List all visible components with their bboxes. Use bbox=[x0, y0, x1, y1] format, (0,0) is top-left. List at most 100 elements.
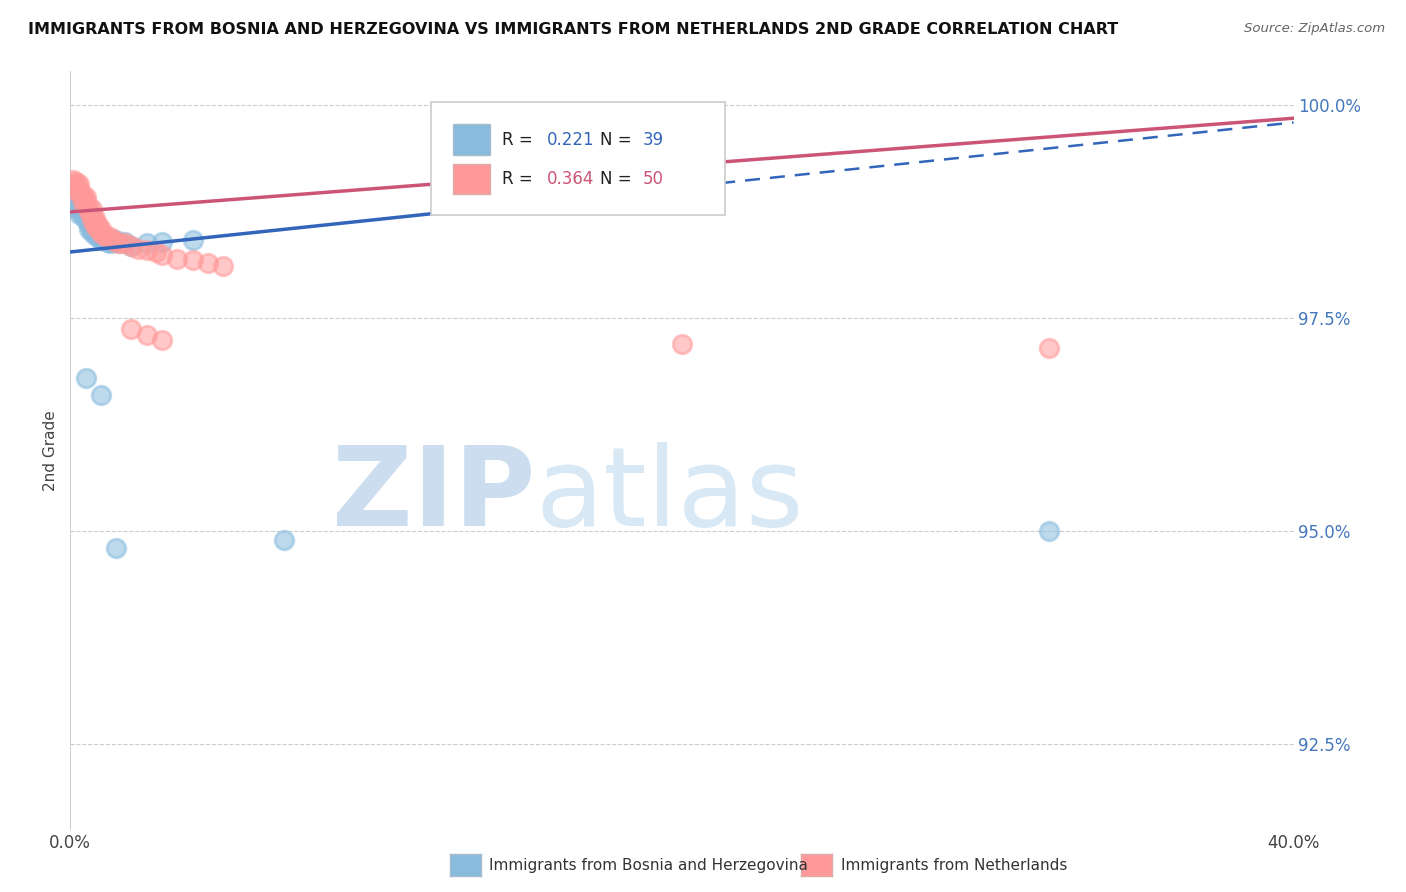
Point bbox=[83, 227, 105, 242]
FancyBboxPatch shape bbox=[453, 125, 489, 155]
Point bbox=[87, 226, 110, 240]
Point bbox=[108, 236, 131, 251]
Point bbox=[93, 227, 115, 242]
Point bbox=[212, 259, 235, 273]
Point bbox=[80, 209, 103, 223]
Text: 50: 50 bbox=[643, 170, 664, 188]
Text: N =: N = bbox=[600, 170, 637, 188]
Point bbox=[101, 235, 124, 249]
Point bbox=[83, 216, 105, 230]
Text: N =: N = bbox=[600, 130, 637, 149]
Point bbox=[166, 252, 188, 266]
Point bbox=[80, 219, 103, 234]
Point bbox=[83, 219, 105, 234]
Point bbox=[90, 226, 112, 240]
Point bbox=[69, 199, 91, 213]
Point bbox=[75, 190, 97, 204]
FancyBboxPatch shape bbox=[453, 164, 489, 194]
Text: R =: R = bbox=[502, 170, 538, 188]
Point bbox=[114, 236, 136, 251]
Point bbox=[80, 202, 103, 217]
Point bbox=[75, 194, 97, 208]
Point bbox=[72, 205, 94, 219]
Text: R =: R = bbox=[502, 130, 538, 149]
Point bbox=[72, 187, 94, 202]
Point bbox=[98, 230, 121, 244]
Point bbox=[87, 218, 110, 232]
Point bbox=[75, 199, 97, 213]
Point bbox=[69, 202, 91, 217]
Point bbox=[135, 328, 157, 343]
Text: Immigrants from Bosnia and Herzegovina: Immigrants from Bosnia and Herzegovina bbox=[489, 858, 808, 872]
Point bbox=[80, 213, 103, 227]
Point bbox=[62, 173, 84, 187]
Text: IMMIGRANTS FROM BOSNIA AND HERZEGOVINA VS IMMIGRANTS FROM NETHERLANDS 2ND GRADE : IMMIGRANTS FROM BOSNIA AND HERZEGOVINA V… bbox=[28, 22, 1118, 37]
Point bbox=[75, 213, 97, 227]
Point bbox=[114, 235, 136, 249]
Point bbox=[145, 244, 167, 259]
Point bbox=[77, 201, 100, 215]
Point bbox=[127, 242, 149, 256]
Point bbox=[72, 209, 94, 223]
Point bbox=[93, 227, 115, 242]
Text: Source: ZipAtlas.com: Source: ZipAtlas.com bbox=[1244, 22, 1385, 36]
Text: 0.364: 0.364 bbox=[547, 170, 595, 188]
Point bbox=[62, 192, 84, 206]
Point bbox=[98, 236, 121, 251]
Text: Immigrants from Netherlands: Immigrants from Netherlands bbox=[841, 858, 1067, 872]
Y-axis label: 2nd Grade: 2nd Grade bbox=[44, 410, 59, 491]
Point bbox=[65, 175, 87, 189]
Point bbox=[121, 321, 143, 335]
Point bbox=[80, 225, 103, 239]
Point bbox=[150, 247, 173, 261]
Point bbox=[96, 230, 118, 244]
Point bbox=[69, 177, 91, 191]
Point bbox=[121, 239, 143, 253]
Point bbox=[101, 233, 124, 247]
Text: atlas: atlas bbox=[536, 442, 804, 549]
Point bbox=[1038, 524, 1060, 539]
Point bbox=[83, 222, 105, 236]
Point bbox=[1038, 341, 1060, 355]
Point bbox=[75, 209, 97, 223]
Point bbox=[77, 211, 100, 225]
Point bbox=[671, 337, 693, 351]
Text: 0.221: 0.221 bbox=[547, 130, 595, 149]
Point bbox=[181, 253, 204, 268]
Text: ZIP: ZIP bbox=[332, 442, 536, 549]
Point bbox=[96, 235, 118, 249]
Point bbox=[77, 218, 100, 232]
Point bbox=[105, 233, 128, 247]
FancyBboxPatch shape bbox=[432, 102, 724, 216]
Point bbox=[87, 222, 110, 236]
Point bbox=[62, 177, 84, 191]
Point bbox=[150, 235, 173, 249]
Point bbox=[150, 333, 173, 347]
Point bbox=[90, 233, 112, 247]
Point bbox=[69, 186, 91, 200]
Point bbox=[197, 256, 219, 270]
Point bbox=[65, 196, 87, 211]
Point bbox=[87, 230, 110, 244]
Point bbox=[90, 222, 112, 236]
Point bbox=[181, 233, 204, 247]
Point bbox=[83, 211, 105, 225]
Point bbox=[121, 239, 143, 253]
Point bbox=[75, 371, 97, 385]
Text: 39: 39 bbox=[643, 130, 664, 149]
Point bbox=[90, 230, 112, 244]
Point bbox=[69, 182, 91, 196]
Point bbox=[65, 179, 87, 194]
Point bbox=[135, 244, 157, 258]
Point bbox=[72, 192, 94, 206]
Point bbox=[105, 541, 128, 556]
Point bbox=[65, 201, 87, 215]
Point bbox=[77, 205, 100, 219]
Point bbox=[135, 236, 157, 251]
Point bbox=[65, 184, 87, 198]
Point bbox=[105, 235, 128, 249]
Point bbox=[108, 236, 131, 251]
Point bbox=[273, 533, 295, 547]
Point bbox=[90, 388, 112, 402]
Point bbox=[77, 222, 100, 236]
